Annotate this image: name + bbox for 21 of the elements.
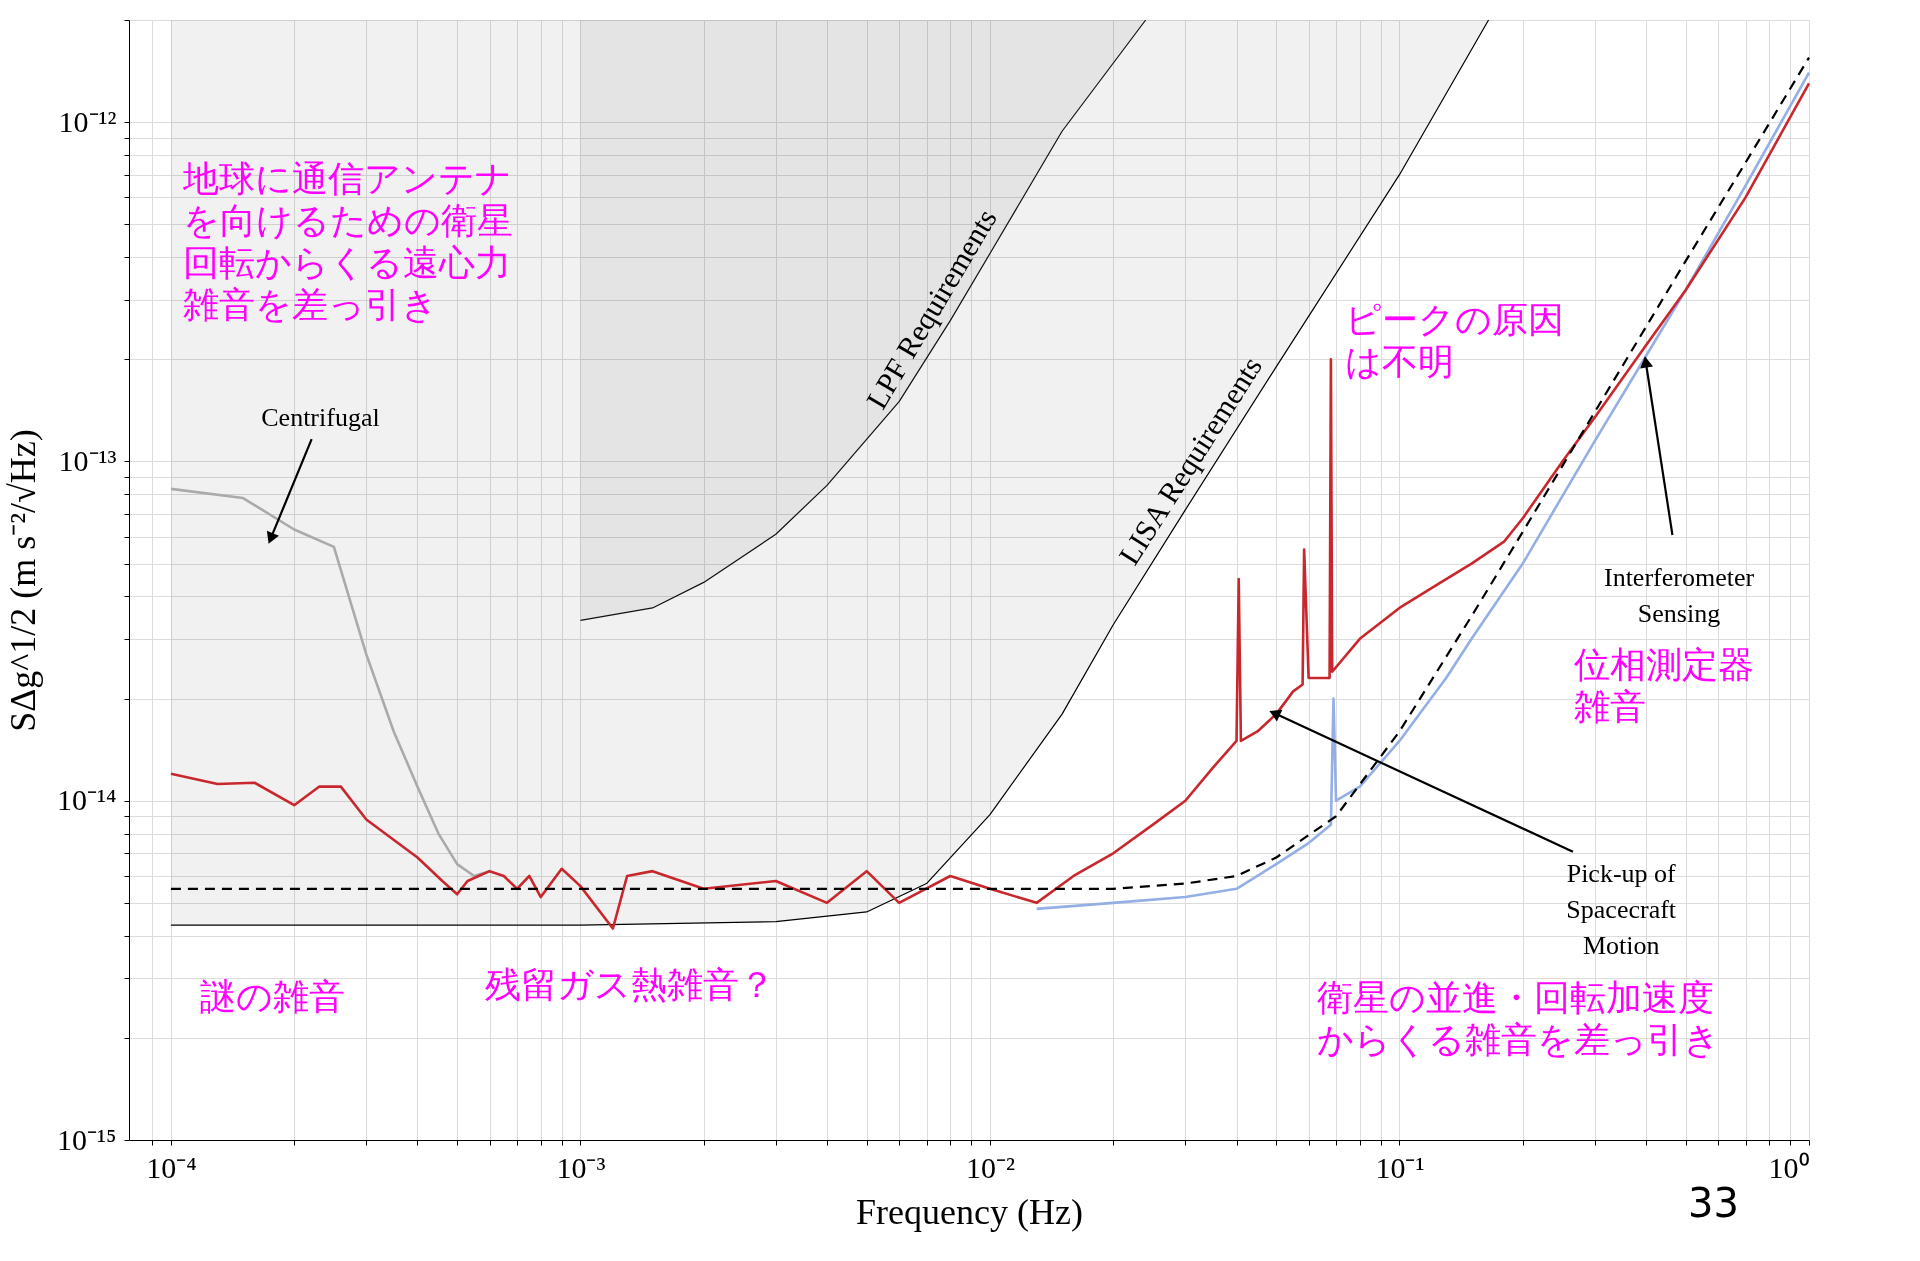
annotation: ピークの原因は不明 bbox=[1345, 299, 1564, 382]
annotation: 衛星の並進・回転加速度からくる雑音を差っ引き bbox=[1317, 977, 1720, 1060]
text: 33 bbox=[1688, 1180, 1739, 1226]
x-tick-label: 10⁻³ bbox=[556, 1150, 606, 1184]
x-tick-label: 10⁰ bbox=[1768, 1150, 1810, 1184]
x-tick-label: 10⁻⁴ bbox=[146, 1150, 197, 1184]
annotation: 位相測定器雑音 bbox=[1574, 644, 1754, 727]
x-tick-label: 10⁻¹ bbox=[1375, 1150, 1425, 1184]
y-tick-label: 10⁻¹⁵ bbox=[57, 1122, 117, 1156]
y-tick-label: 10⁻¹⁴ bbox=[57, 783, 117, 817]
y-tick-label: 10⁻¹³ bbox=[58, 443, 117, 477]
annotation: Centrifugal bbox=[261, 402, 380, 432]
y-axis-title: SΔg^1/2 (m s⁻²/√Hz) bbox=[3, 429, 44, 732]
annotation: Interferometer Sensing bbox=[1603, 562, 1755, 628]
annotation: Pick-up of Spacecraft Motion bbox=[1566, 859, 1677, 961]
annotation: 謎の雑音 bbox=[200, 976, 345, 1017]
x-axis-title: Frequency (Hz) bbox=[856, 1191, 1083, 1232]
x-tick-label: 10⁻² bbox=[965, 1150, 1015, 1184]
annotation: 残留ガス熱雑音？ bbox=[485, 964, 775, 1005]
annotation: 地球に通信アンテナを向けるための衛星回転からくる遠心力雑音を差っ引き bbox=[182, 158, 513, 325]
y-tick-label: 10⁻¹² bbox=[58, 104, 117, 138]
